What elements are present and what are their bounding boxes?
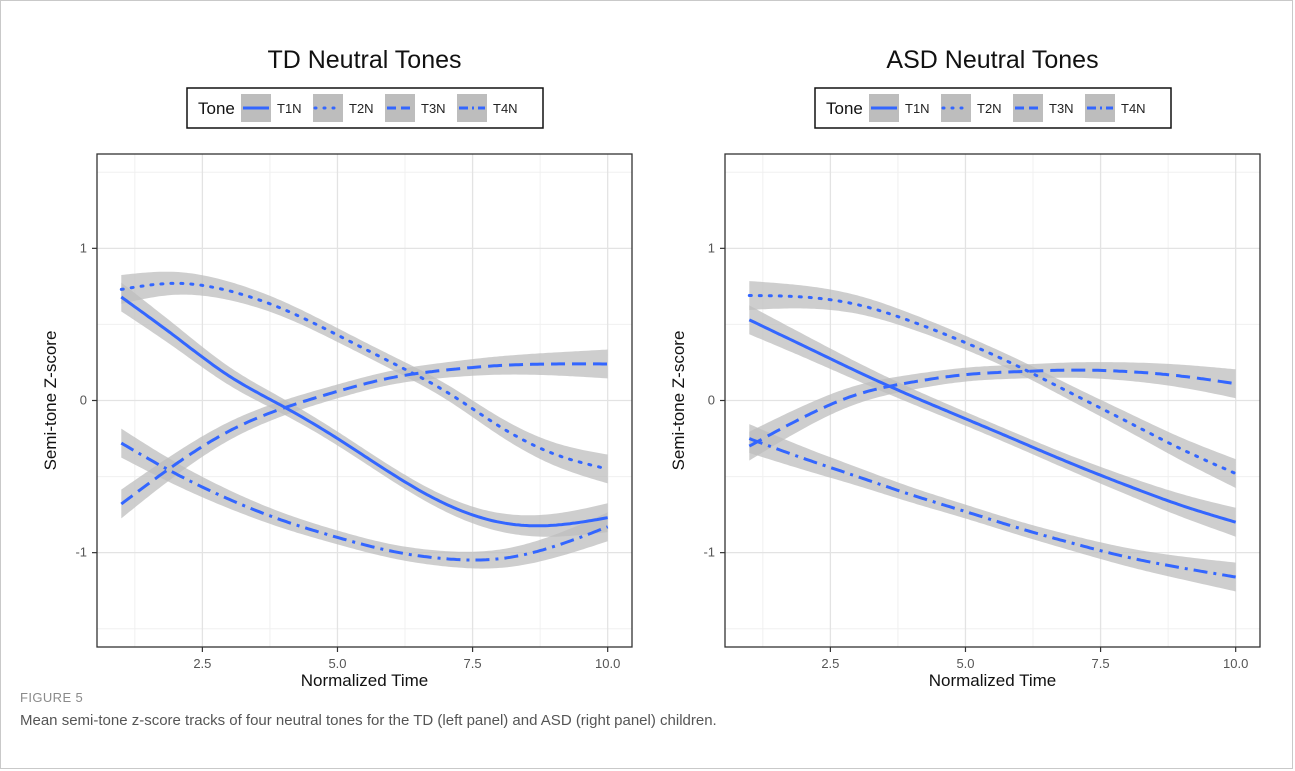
x-axis-label: Normalized Time xyxy=(301,671,429,690)
td-panel: TD Neutral Tones Tone T1N T2N T3N T4N 2.5 5.0 7.… xyxy=(41,46,633,690)
y-axis-label: Semi-tone Z-score xyxy=(669,331,688,471)
confidence-band-T4N xyxy=(749,424,1236,592)
x-tick-label: 10.0 xyxy=(1223,656,1248,671)
x-tick-label: 5.0 xyxy=(956,656,974,671)
legend-label-T1N: T1N xyxy=(277,101,302,116)
plot-area xyxy=(747,281,1238,592)
asd-panel: ASD Neutral Tones Tone T1N T2N T3N T4N 2.5 5.0 7… xyxy=(669,46,1261,690)
y-tick-label: 1 xyxy=(708,240,715,255)
series-line-T4N xyxy=(120,441,609,562)
x-axis-label: Normalized Time xyxy=(929,671,1057,690)
y-tick-label: 0 xyxy=(708,393,715,408)
legend-label-T2N: T2N xyxy=(349,101,374,116)
confidence-band-T3N xyxy=(749,362,1236,461)
legend-label-T4N: T4N xyxy=(1121,101,1146,116)
figure-caption: Mean semi-tone z-score tracks of four ne… xyxy=(20,712,717,729)
series-line-T1N xyxy=(748,318,1237,524)
x-tick-label: 10.0 xyxy=(595,656,620,671)
x-tick-label: 7.5 xyxy=(464,656,482,671)
legend-key-background xyxy=(313,94,343,122)
series-line-T2N xyxy=(747,294,1238,475)
legend: Tone T1N T2N T3N T4N xyxy=(814,87,1172,129)
legend-label-T3N: T3N xyxy=(1049,101,1074,116)
series-line-T1N xyxy=(120,295,608,528)
figure-label: FIGURE 5 xyxy=(20,690,84,705)
legend-label-T3N: T3N xyxy=(421,101,446,116)
chart-title: ASD Neutral Tones xyxy=(886,46,1098,74)
legend-label-T4N: T4N xyxy=(493,101,518,116)
y-tick-label: -1 xyxy=(703,545,715,560)
legend-title: Tone xyxy=(198,99,235,118)
confidence-band-T4N xyxy=(121,428,608,569)
y-axis-label: Semi-tone Z-score xyxy=(41,331,60,471)
legend-label-T1N: T1N xyxy=(905,101,930,116)
y-tick-label: -1 xyxy=(75,545,87,560)
series-line-T3N xyxy=(748,368,1236,448)
series-line-T2N xyxy=(119,281,610,471)
confidence-band-T2N xyxy=(749,281,1236,488)
plot-area xyxy=(119,271,610,569)
x-tick-label: 2.5 xyxy=(821,656,839,671)
legend-key-background xyxy=(941,94,971,122)
grid xyxy=(97,154,632,647)
legend-label-T2N: T2N xyxy=(977,101,1002,116)
legend: Tone T1N T2N T3N T4N xyxy=(186,87,544,129)
confidence-band-T2N xyxy=(121,271,608,484)
grid xyxy=(725,154,1260,647)
chart-title: TD Neutral Tones xyxy=(267,46,461,74)
y-tick-label: 1 xyxy=(80,240,87,255)
confidence-band-T1N xyxy=(749,305,1236,537)
x-tick-label: 7.5 xyxy=(1092,656,1110,671)
y-tick-label: 0 xyxy=(80,393,87,408)
series-line-T3N xyxy=(120,362,608,506)
x-tick-label: 2.5 xyxy=(193,656,211,671)
legend-title: Tone xyxy=(826,99,863,118)
x-tick-label: 5.0 xyxy=(328,656,346,671)
